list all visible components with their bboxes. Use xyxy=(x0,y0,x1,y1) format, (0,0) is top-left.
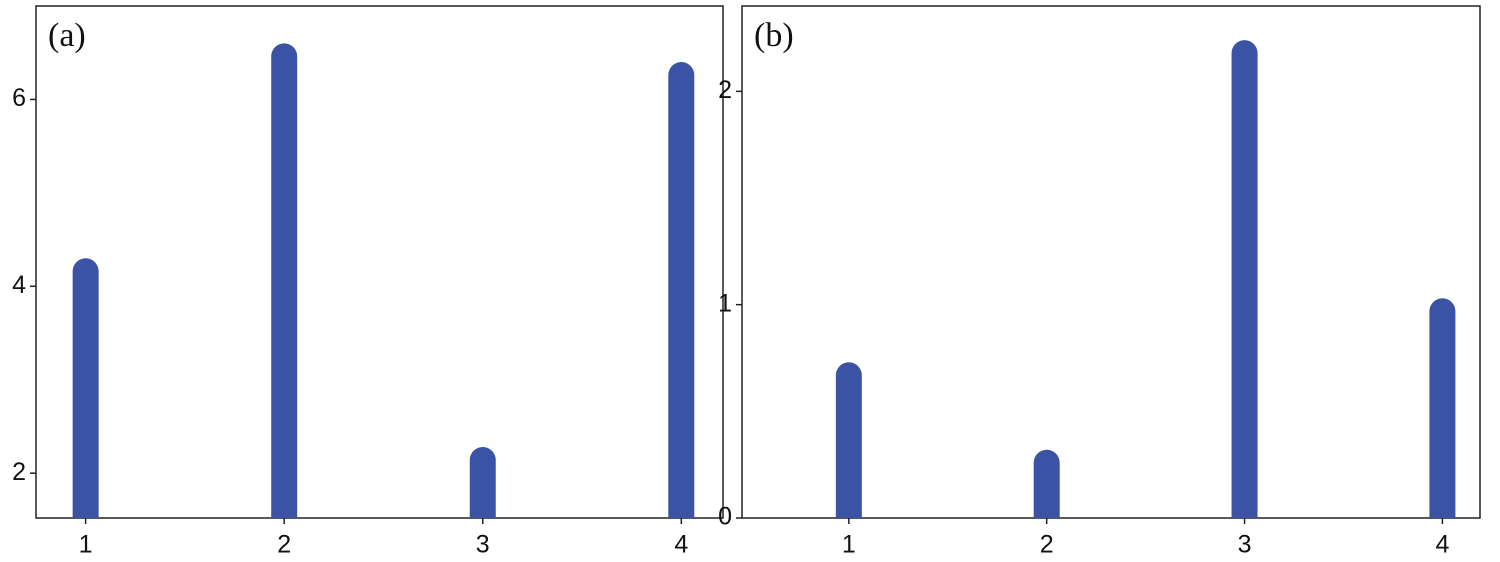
y-tick-label: 4 xyxy=(12,271,26,299)
plot-frame xyxy=(35,5,724,519)
y-tick-label: 0 xyxy=(718,503,732,531)
panel-label: (a) xyxy=(48,17,86,54)
y-tick-label: 6 xyxy=(12,84,26,112)
bar xyxy=(1033,449,1060,518)
bar xyxy=(668,62,695,518)
y-tick-label: 1 xyxy=(718,289,732,317)
x-tick-label: 4 xyxy=(674,531,688,559)
bar xyxy=(271,43,298,519)
plot-frame xyxy=(741,5,1481,519)
y-tick-label: 2 xyxy=(12,458,26,486)
bar xyxy=(1231,40,1258,519)
x-tick-label: 2 xyxy=(1040,531,1054,559)
y-tick-label: 2 xyxy=(718,76,732,104)
bar xyxy=(469,446,496,518)
x-tick-label: 3 xyxy=(1238,531,1252,559)
panel-label: (b) xyxy=(754,17,794,54)
x-tick-label: 3 xyxy=(476,531,490,559)
bar xyxy=(1429,298,1456,518)
bar xyxy=(835,362,862,518)
x-tick-label: 4 xyxy=(1435,531,1449,559)
x-tick-label: 1 xyxy=(79,531,93,559)
bar xyxy=(72,258,99,518)
x-tick-label: 2 xyxy=(277,531,291,559)
x-tick-label: 1 xyxy=(842,531,856,559)
